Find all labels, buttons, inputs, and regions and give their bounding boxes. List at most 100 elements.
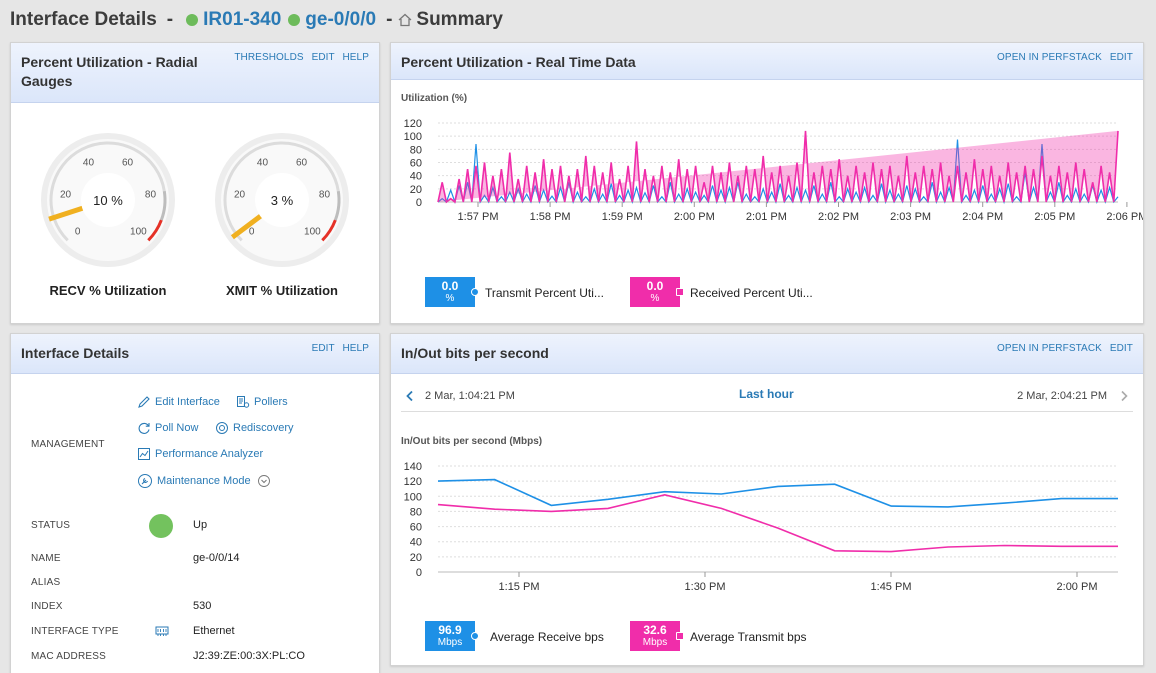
name-label: NAME	[31, 553, 61, 564]
edit-link[interactable]: EDIT	[1109, 343, 1133, 354]
thresholds-link[interactable]: THRESHOLDS	[234, 52, 304, 63]
gauges-panel: Percent Utilization - Radial Gauges THRE…	[10, 42, 380, 324]
bps-panel-links: OPEN IN PERFSTACK EDIT	[992, 343, 1133, 354]
xmit-gauge-warning-band	[333, 190, 341, 221]
rediscovery-link[interactable]: Rediscovery	[215, 421, 294, 435]
xmit-gauge-svg: 0 20 40 60 80 100 3 %	[215, 133, 349, 267]
realtime-y-tick-label: 120	[404, 118, 422, 130]
received-legend-chip[interactable]: 0.0 %	[630, 277, 684, 307]
maintenance-mode-label: Maintenance Mode	[157, 475, 251, 487]
recv-gauge-tick-60: 60	[122, 158, 134, 169]
received-legend-label: Received Percent Uti...	[690, 286, 813, 300]
open-in-perfstack-link[interactable]: OPEN IN PERFSTACK	[997, 343, 1102, 354]
edit-link[interactable]: EDIT	[1109, 52, 1133, 63]
edit-link[interactable]: EDIT	[311, 52, 335, 63]
maintenance-mode-link[interactable]: Maintenance Mode	[137, 473, 275, 489]
poll-now-link[interactable]: Poll Now	[137, 421, 198, 435]
receive-legend-chip[interactable]: 96.9 Mbps	[425, 621, 479, 651]
transmit-bps-legend-chip[interactable]: 32.6 Mbps	[630, 621, 684, 651]
performance-analyzer-link[interactable]: Performance Analyzer	[137, 447, 263, 461]
bps-x-tick-label: 1:15 PM	[499, 581, 540, 593]
management-label: MANAGEMENT	[31, 439, 105, 450]
transmit-legend-chip[interactable]: 0.0 %	[425, 277, 479, 307]
xmit-gauge-normal-band	[223, 141, 340, 242]
received-legend-value: 0.0	[646, 279, 664, 293]
recv-gauge: 0 20 40 60 80 100 10 %	[39, 131, 177, 269]
receive-series-dot-icon	[471, 632, 479, 640]
interface-status-icon	[288, 14, 301, 26]
recv-gauge-hub	[81, 173, 135, 227]
bps-x-tick-label: 1:45 PM	[871, 581, 912, 593]
realtime-x-tick-label: 2:05 PM	[1034, 211, 1075, 223]
realtime-panel-title: Percent Utilization - Real Time Data	[401, 54, 636, 70]
bps-panel-header: In/Out bits per second OPEN IN PERFSTACK…	[391, 334, 1143, 374]
bps-panel: In/Out bits per second OPEN IN PERFSTACK…	[390, 333, 1144, 666]
xmit-gauge-critical-band	[321, 219, 337, 242]
received-series-square-icon	[676, 288, 684, 296]
xmit-gauge-tick-60: 60	[296, 158, 308, 169]
page-header: Interface Details - IR01-340 ge-0/0/0 - …	[10, 7, 503, 33]
range-start: 2 Mar, 1:04:21 PM	[425, 390, 515, 402]
transmit-bps-series-square-icon	[676, 632, 684, 640]
transmit-series-dot-icon	[471, 288, 479, 296]
help-link[interactable]: HELP	[342, 52, 369, 63]
time-range-bar: 2 Mar, 1:04:21 PM Last hour 2 Mar, 2:04:…	[401, 382, 1133, 412]
status-value: Up	[193, 519, 208, 531]
bps-series-1	[437, 493, 1118, 553]
realtime-x-tick-label: 2:06 PM	[1106, 211, 1143, 223]
xmit-gauge-hub	[255, 173, 309, 227]
pollers-icon	[237, 396, 250, 408]
help-link[interactable]: HELP	[342, 343, 369, 354]
receive-legend-label: Average Receive bps	[490, 630, 604, 644]
pollers-link[interactable]: Pollers	[236, 395, 288, 409]
open-in-perfstack-link[interactable]: OPEN IN PERFSTACK	[997, 52, 1102, 63]
poll-now-label: Poll Now	[155, 422, 199, 434]
title-separator: -	[386, 9, 393, 30]
recv-gauge-value: 10 %	[93, 193, 123, 208]
recv-gauge-tick-100: 100	[130, 226, 147, 237]
interface-details-title: Interface Details	[21, 345, 130, 361]
rediscovery-icon	[216, 422, 228, 434]
transmit-bps-legend-label: Average Transmit bps	[690, 630, 807, 644]
receive-legend-value: 96.9	[438, 623, 462, 637]
bps-x-tick-label: 1:30 PM	[685, 581, 726, 593]
ethernet-port-icon	[155, 626, 169, 636]
recv-gauge-label: RECV % Utilization	[49, 283, 167, 298]
edit-link[interactable]: EDIT	[311, 343, 335, 354]
realtime-x-tick-label: 2:02 PM	[818, 211, 859, 223]
transmit-legend-unit: %	[445, 293, 455, 304]
xmit-gauge-needle	[230, 210, 268, 240]
edit-interface-link[interactable]: Edit Interface	[137, 395, 220, 409]
chevron-left-icon[interactable]	[405, 390, 415, 402]
realtime-panel-header: Percent Utilization - Real Time Data OPE…	[391, 43, 1143, 80]
bps-y-tick-label: 40	[410, 537, 422, 549]
realtime-x-tick-label: 1:58 PM	[530, 211, 571, 223]
recv-gauge-tick-80: 80	[145, 189, 157, 200]
bps-y-tick-label: 20	[410, 552, 422, 564]
bps-panel-title: In/Out bits per second	[401, 345, 549, 361]
recv-gauge-tick-0: 0	[75, 226, 81, 237]
gauges-panel-title: Percent Utilization - Radial Gauges	[21, 54, 198, 89]
chevron-down-icon[interactable]	[257, 474, 271, 488]
rediscovery-label: Rediscovery	[233, 422, 294, 434]
interface-details-panel: Interface Details EDIT HELP MANAGEMENT E…	[10, 333, 380, 673]
node-link[interactable]: IR01-340	[203, 9, 282, 30]
recv-gauge-needle	[48, 203, 90, 222]
xmit-gauge-label: XMIT % Utilization	[226, 283, 338, 298]
chevron-right-icon[interactable]	[1119, 390, 1129, 402]
view-title: Summary	[416, 9, 503, 30]
range-label[interactable]: Last hour	[739, 387, 794, 401]
interface-type-value: Ethernet	[193, 625, 235, 637]
node-status-icon	[186, 14, 199, 26]
xmit-gauge-tick-100: 100	[304, 226, 321, 237]
index-label: INDEX	[31, 601, 63, 612]
xmit-gauge-tick-40: 40	[257, 158, 269, 169]
recv-gauge-normal-band	[49, 141, 166, 242]
interface-link[interactable]: ge-0/0/0	[305, 9, 377, 30]
recv-gauge-critical-band	[147, 219, 163, 242]
refresh-icon	[138, 422, 150, 434]
page-title: Interface Details	[10, 9, 157, 30]
bps-y-tick-label: 100	[404, 491, 422, 503]
receive-legend-unit: Mbps	[437, 637, 463, 648]
